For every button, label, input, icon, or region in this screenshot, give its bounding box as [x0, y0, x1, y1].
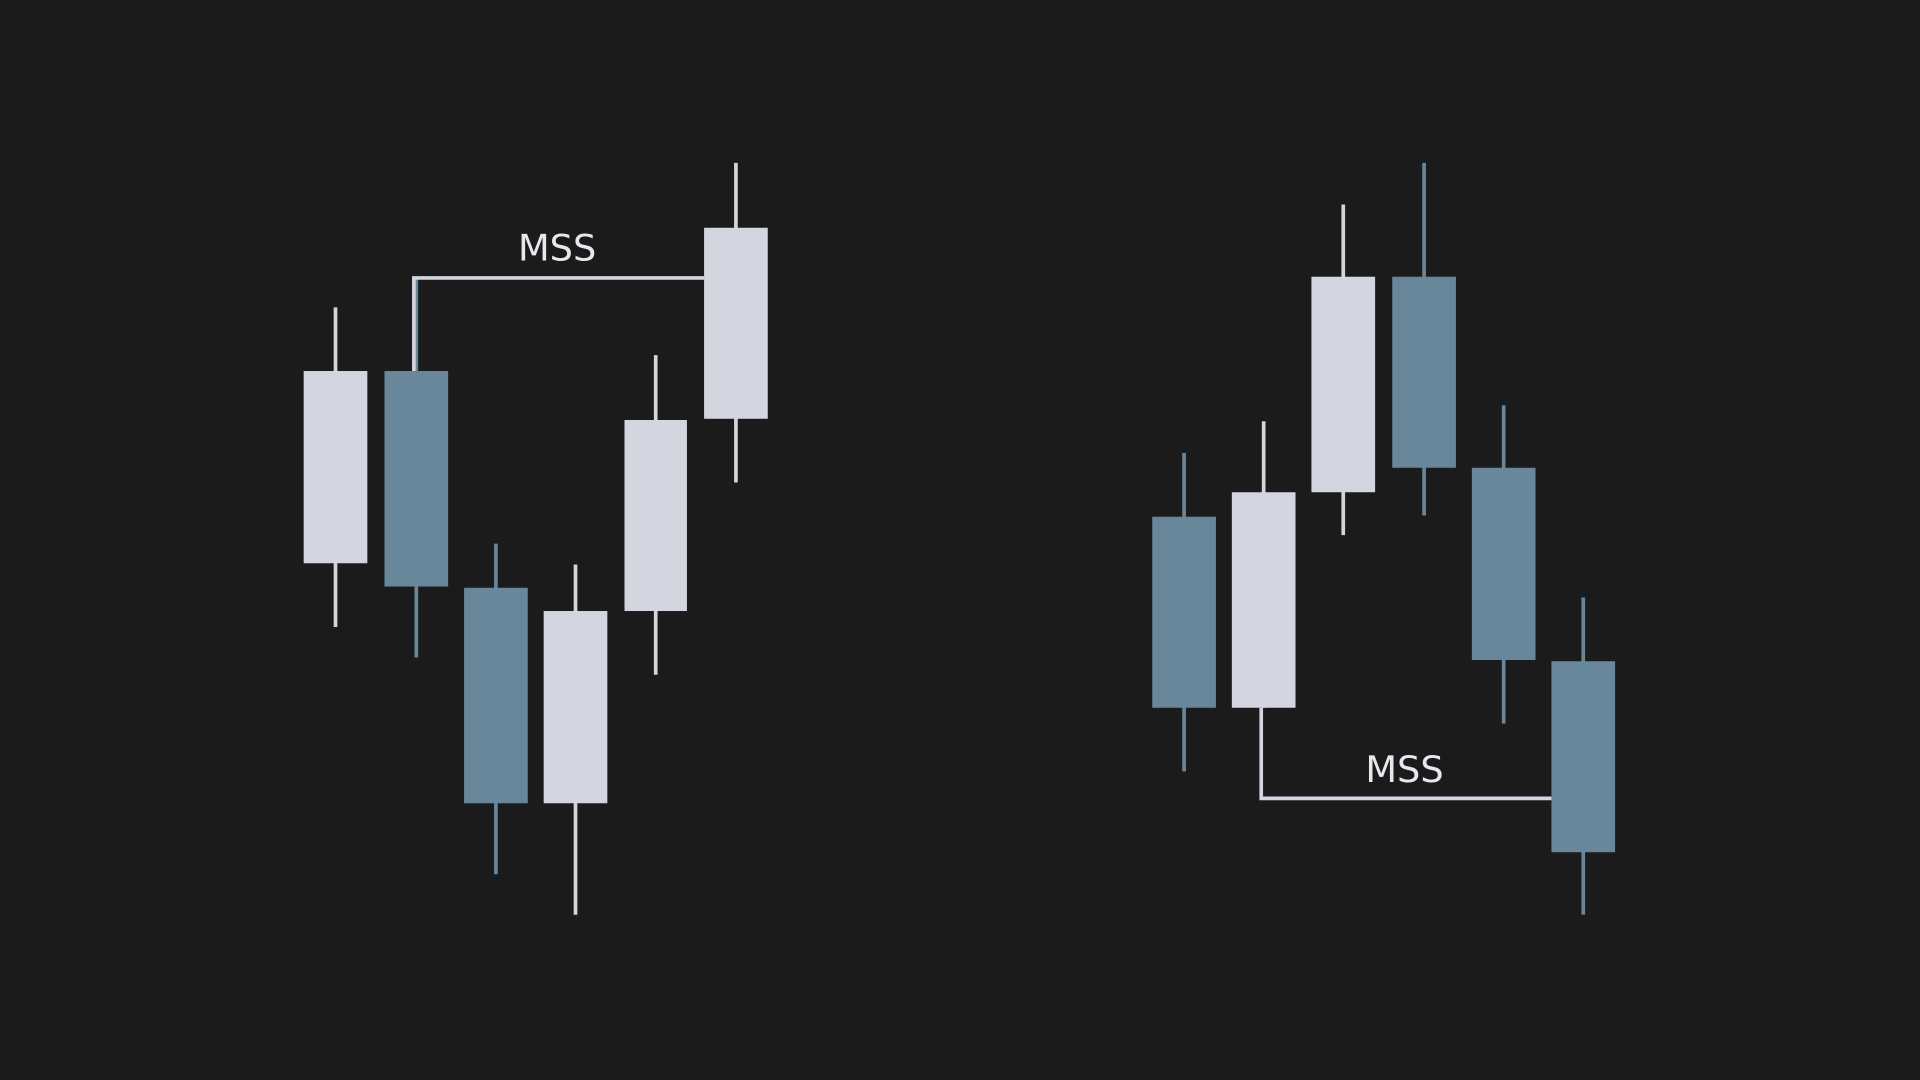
candle-body: [303, 371, 368, 564]
candle-body: [543, 611, 608, 804]
candle-body: [1231, 492, 1296, 708]
candle-body: [1471, 467, 1536, 660]
bearish-mss-group: MSS: [1152, 162, 1616, 915]
mss-line: [412, 276, 705, 372]
candle-body: [1392, 276, 1456, 468]
mss-label: MSS: [518, 226, 596, 269]
candle-body: [1551, 661, 1616, 853]
candle-body: [384, 371, 449, 587]
candle-body: [1152, 516, 1216, 708]
candle-body: [624, 420, 687, 612]
mss-line: [1259, 707, 1552, 801]
mss-label: MSS: [1365, 748, 1443, 791]
candle-body: [464, 587, 528, 804]
candle-body: [1311, 276, 1376, 493]
candle-body: [704, 227, 768, 419]
bullish-mss-group: MSS: [303, 162, 768, 915]
